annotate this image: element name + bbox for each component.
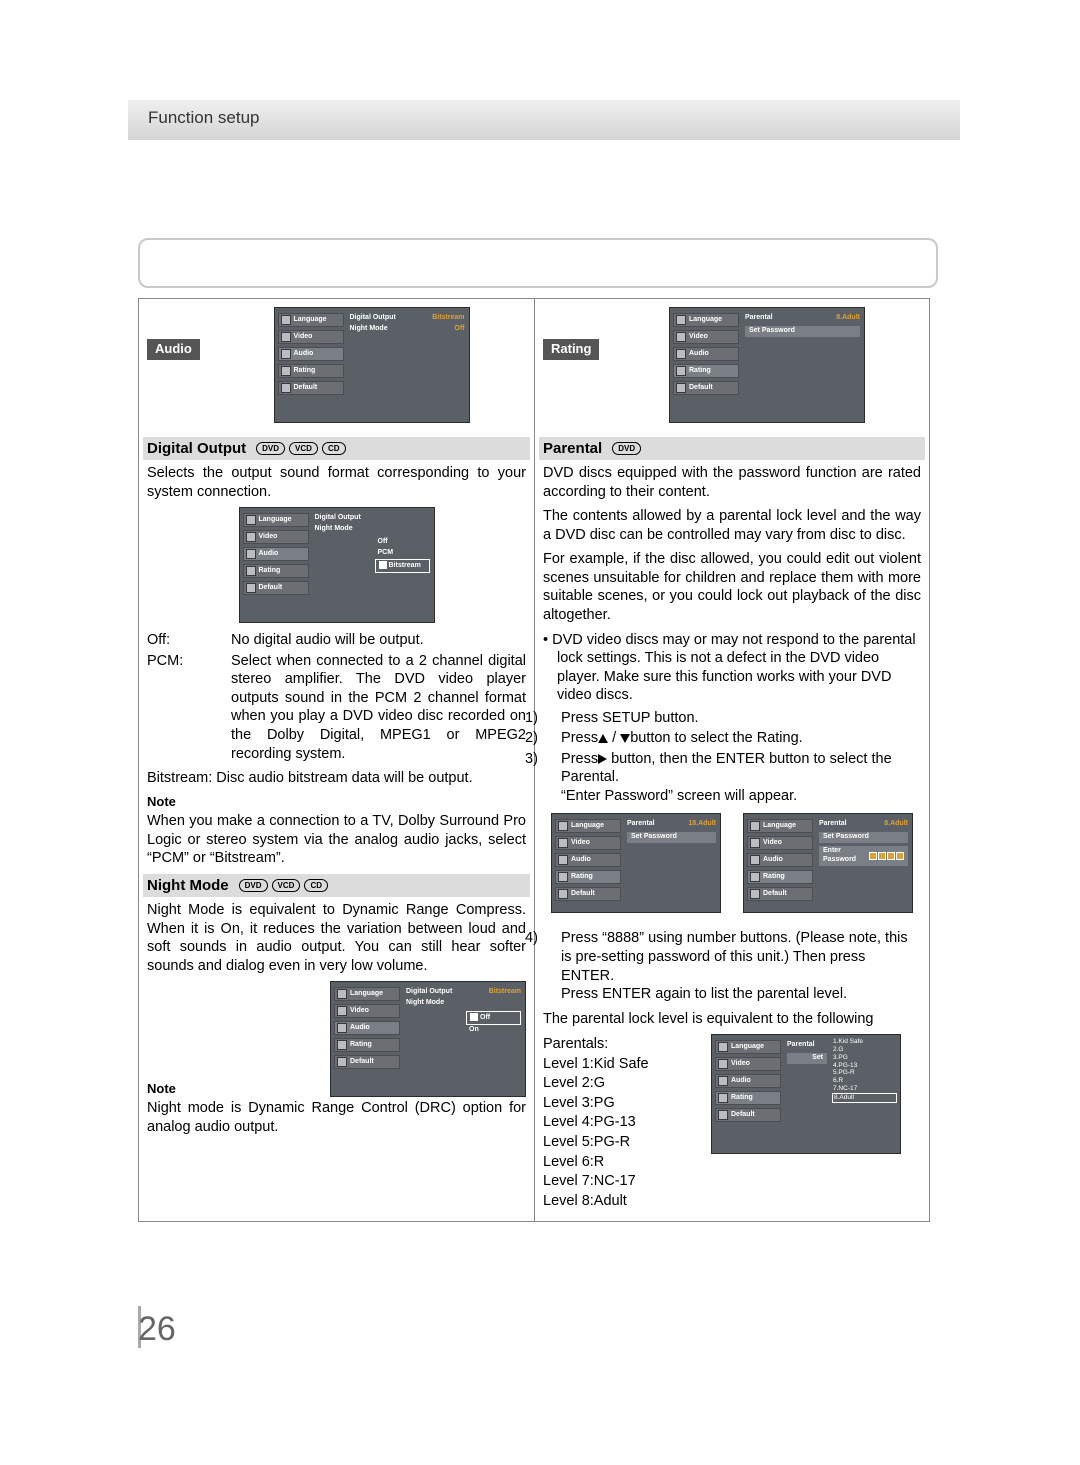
- audio-tag: Audio: [147, 339, 200, 360]
- down-arrow-icon: [620, 734, 630, 743]
- manual-page: Function setup Audio Language Video Audi…: [128, 38, 960, 1378]
- rating-menu-screenshot-1: Language Video Audio Rating Default Pare…: [669, 307, 865, 423]
- menu-item-label: Default: [294, 384, 318, 393]
- parental-p3: For example, if the disc allowed, you co…: [543, 550, 921, 624]
- parental-steps: 1) Press SETUP button. 2) Press / button…: [543, 709, 921, 806]
- rating-tag: Rating: [543, 339, 599, 360]
- parental-screenshot-a: Language Video Audio Rating Default Pare…: [551, 813, 721, 913]
- parental-p1: DVD discs equipped with the password fun…: [543, 464, 921, 501]
- parental-bullets: DVD video discs may or may not respond t…: [543, 631, 921, 705]
- digital-output-screenshot: Language Video Audio Rating Default Digi…: [239, 507, 435, 623]
- right-arrow-icon: [598, 754, 607, 764]
- parental-levels-block: Parentals: Level 1:Kid Safe Level 2:G Le…: [543, 1034, 921, 1211]
- menu-item-label: Audio: [294, 350, 314, 359]
- menu-item-label: Video: [294, 333, 313, 342]
- digital-output-options: Off: No digital audio will be output. PC…: [147, 631, 526, 763]
- note-label: Note: [147, 794, 526, 811]
- step4-text: Press “8888” using number buttons. (Plea…: [561, 930, 908, 1002]
- audio-menu-screenshot-1: Language Video Audio Rating Default Digi…: [274, 307, 470, 423]
- note-label: Note: [147, 1081, 322, 1098]
- night-mode-heading: Night Mode DVD VCD CD: [143, 874, 530, 897]
- menu-item-label: Rating: [294, 367, 316, 376]
- parental-p2: The contents allowed by a parental lock …: [543, 507, 921, 544]
- left-column: Audio Language Video Audio Rating Defaul…: [138, 298, 534, 1222]
- content-columns: Audio Language Video Audio Rating Defaul…: [138, 298, 938, 1222]
- parental-screenshot-b: Language Video Audio Rating Default Pare…: [743, 813, 913, 913]
- disc-badges: DVD VCD CD: [256, 442, 345, 455]
- right-column: Rating Language Video Audio Rating Defau…: [534, 298, 930, 1222]
- parental-heading: Parental DVD: [539, 437, 925, 460]
- night-mode-desc: Night Mode is equivalent to Dynamic Rang…: [147, 901, 526, 975]
- page-number: 26: [138, 1310, 176, 1349]
- parental-levels-screenshot: Language Video Audio Rating Default Pare…: [711, 1034, 901, 1154]
- night-mode-screenshot: Language Video Audio Rating Default Digi…: [330, 981, 526, 1097]
- night-mode-note: Night mode is Dynamic Range Control (DRC…: [147, 1099, 526, 1136]
- parental-step-4: 4) Press “8888” using number buttons. (P…: [543, 929, 921, 1003]
- parental-screenshots-pair: Language Video Audio Rating Default Pare…: [543, 811, 921, 921]
- parental-after4: The parental lock level is equivalent to…: [543, 1010, 921, 1029]
- digital-output-heading: Digital Output DVD VCD CD: [143, 437, 530, 460]
- digital-output-desc: Selects the output sound format correspo…: [147, 464, 526, 501]
- menu-item-label: Language: [294, 316, 327, 325]
- page-header-title: Function setup: [148, 108, 260, 128]
- top-panel: [138, 238, 938, 288]
- up-arrow-icon: [598, 734, 608, 743]
- digital-output-note: When you make a connection to a TV, Dolb…: [147, 812, 526, 868]
